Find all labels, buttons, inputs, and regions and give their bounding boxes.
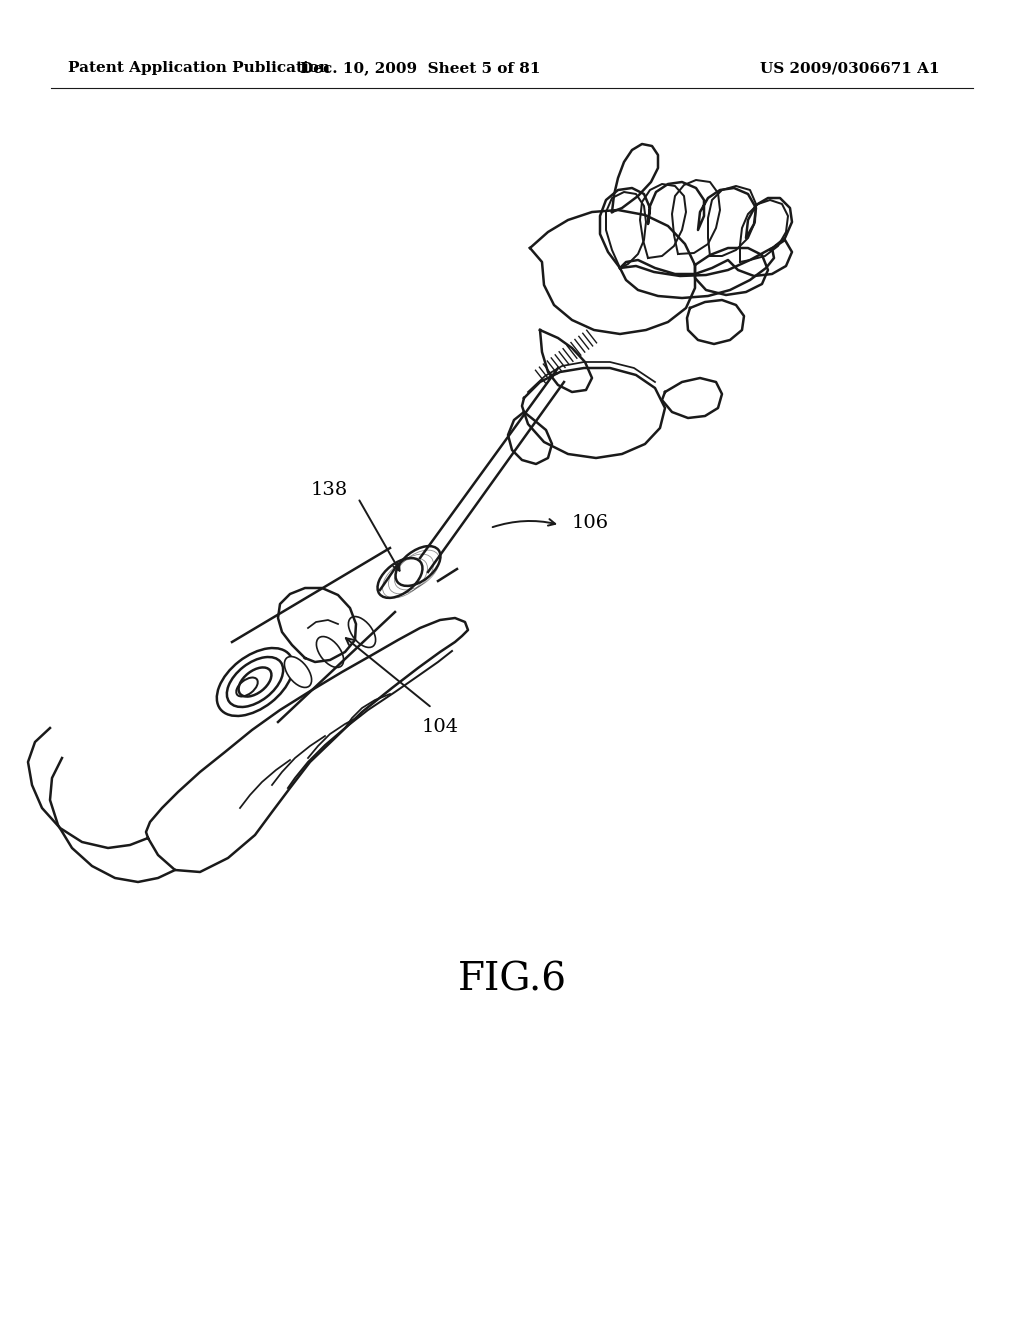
Ellipse shape bbox=[378, 558, 423, 598]
Text: 106: 106 bbox=[572, 513, 609, 532]
Text: 138: 138 bbox=[310, 480, 348, 499]
Text: FIG.6: FIG.6 bbox=[458, 961, 566, 998]
Ellipse shape bbox=[348, 616, 376, 648]
Text: Patent Application Publication: Patent Application Publication bbox=[68, 61, 330, 75]
Text: Dec. 10, 2009  Sheet 5 of 81: Dec. 10, 2009 Sheet 5 of 81 bbox=[300, 61, 541, 75]
Ellipse shape bbox=[285, 656, 311, 688]
Text: 104: 104 bbox=[422, 718, 459, 737]
Text: US 2009/0306671 A1: US 2009/0306671 A1 bbox=[760, 61, 940, 75]
Ellipse shape bbox=[316, 636, 344, 668]
